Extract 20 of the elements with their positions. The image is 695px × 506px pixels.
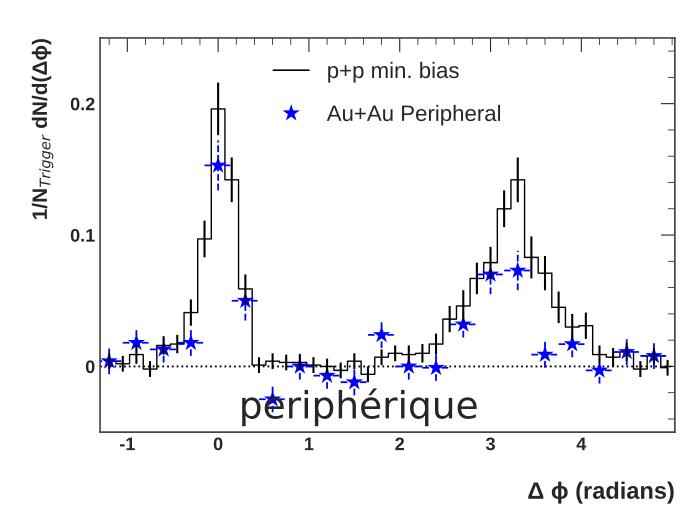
y-tick-label: 0.2: [70, 98, 94, 110]
point: [128, 334, 146, 350]
legend-label: Au+Au Peripheral: [326, 104, 500, 126]
x-axis-title: Δ ϕ (radians): [528, 482, 674, 504]
y-tick-label: 0: [86, 360, 94, 374]
y-axis-title: 1/N$_{Trigger}$ dN/d(Δϕ): [32, 39, 54, 219]
point: [182, 334, 200, 350]
point: [372, 326, 390, 342]
point: [509, 261, 526, 278]
x-tick-label: 3: [486, 437, 495, 450]
x-tick-label: 1: [305, 438, 314, 450]
point: [536, 346, 554, 362]
point: [427, 358, 445, 376]
x-tick-label: -1: [120, 438, 135, 450]
x-tick-label: 4: [576, 438, 586, 450]
annotation: periphérique: [242, 388, 477, 426]
y-tick-label: 0.1: [70, 228, 95, 242]
x-tick-label: 0: [214, 437, 222, 450]
legend-label: p+p min. bias: [328, 62, 459, 83]
x-tick-label: 2: [395, 437, 404, 450]
